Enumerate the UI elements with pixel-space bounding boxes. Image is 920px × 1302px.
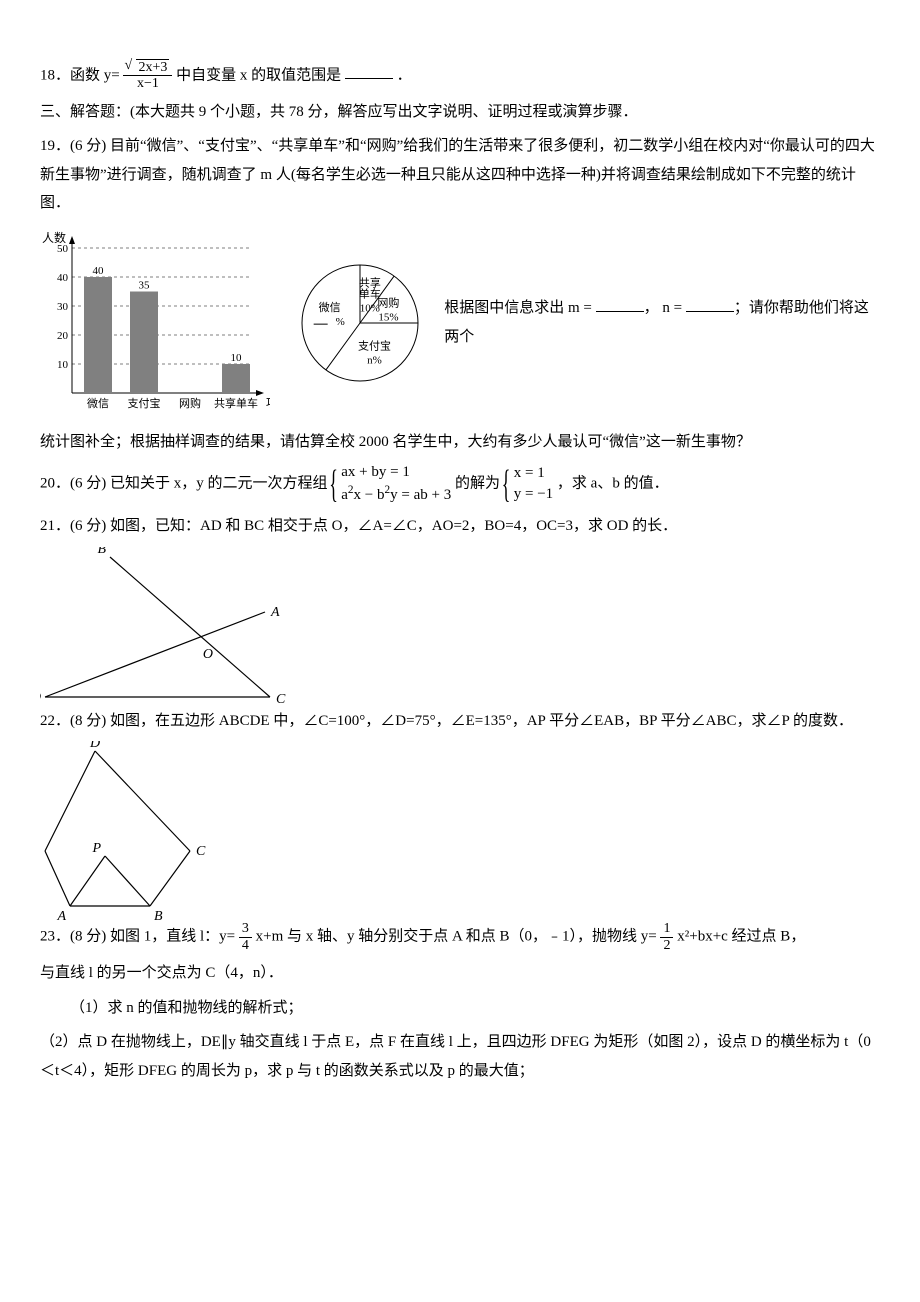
- svg-text:A: A: [270, 605, 280, 620]
- svg-text:B: B: [97, 547, 106, 557]
- svg-text:30: 30: [57, 301, 69, 313]
- q19-blank-n: [686, 296, 734, 312]
- question-19-tail: 统计图补全；根据抽样调查的结果，请估算全校 2000 名学生中，大约有多少人最认…: [40, 428, 880, 457]
- q18-fraction: 2x+3 x−1: [123, 60, 172, 92]
- svg-text:P: P: [91, 841, 101, 856]
- q20-system: ax + by = 1 a2x − b2y = ab + 3: [331, 462, 451, 506]
- svg-text:共享: 共享: [359, 275, 381, 289]
- q21-diagram: B A O D C: [40, 547, 300, 707]
- svg-text:C: C: [196, 844, 206, 859]
- q23-1a: 23．(8 分) 如图 1，直线 l：y=: [40, 929, 235, 945]
- q20-sol1: x = 1: [514, 463, 553, 484]
- q20-head: 20．(6 分) 已知关于 x，y 的二元一次方程组: [40, 476, 331, 492]
- q20-sol2: y = −1: [514, 484, 553, 505]
- question-22-text: 22．(8 分) 如图，在五边形 ABCDE 中，∠C=100°，∠D=75°，…: [40, 707, 880, 736]
- question-23-line2: 与直线 l 的另一个交点为 C（4，n）．: [40, 959, 880, 988]
- section-3-heading: 三、解答题：(本大题共 9 个小题，共 78 分，解答应写出文字说明、证明过程或…: [40, 98, 880, 127]
- svg-text:A: A: [56, 909, 66, 921]
- bar-chart: 人数102030405040微信35支付宝网购10共享单车项目: [40, 228, 270, 418]
- question-18: 18．函数 y= 2x+3 x−1 中自变量 x 的取值范围是 ．: [40, 60, 880, 92]
- svg-text:10: 10: [57, 359, 69, 371]
- svg-text:B: B: [154, 909, 163, 921]
- q19-after-1: 根据图中信息求出 m =: [444, 300, 595, 316]
- q18-end: ．: [397, 67, 412, 83]
- svg-text:支付宝: 支付宝: [128, 396, 161, 410]
- pie-chart: 共享单车10%网购15%支付宝n%微信%: [290, 253, 424, 393]
- q19-after-2: ， n =: [644, 300, 686, 316]
- svg-text:50: 50: [57, 243, 69, 255]
- svg-text:15%: 15%: [378, 311, 398, 323]
- q19-after-charts: 根据图中信息求出 m = ， n = ；请你帮助他们将这两个: [444, 294, 880, 351]
- q18-blank: [345, 63, 393, 79]
- svg-text:40: 40: [57, 272, 69, 284]
- q20-mid: 的解为: [455, 476, 504, 492]
- q19-charts-row: 人数102030405040微信35支付宝网购10共享单车项目 共享单车10%网…: [40, 228, 880, 418]
- q23-frac2: 1 2: [660, 921, 673, 953]
- q18-label: 18．函数 y=: [40, 67, 120, 83]
- svg-text:支付宝: 支付宝: [358, 338, 391, 352]
- q23-frac1: 3 4: [239, 921, 252, 953]
- question-23-part2: （2）点 D 在抛物线上，DE∥y 轴交直线 l 于点 E，点 F 在直线 l …: [40, 1028, 880, 1085]
- q20-tail: ，求 a、b 的值．: [557, 476, 669, 492]
- question-21-text: 21．(6 分) 如图，已知：AD 和 BC 相交于点 O，∠A=∠C，AO=2…: [40, 512, 880, 541]
- q20-eq2: a2x − b2y = ab + 3: [341, 483, 451, 506]
- svg-text:%: %: [336, 316, 345, 328]
- svg-text:D: D: [40, 690, 41, 705]
- q20-solution: x = 1 y = −1: [504, 463, 553, 505]
- svg-text:项目: 项目: [266, 396, 270, 410]
- svg-text:n%: n%: [367, 354, 382, 366]
- q23-1b: x+m 与 x 轴、y 轴分别交于点 A 和点 B（0，﹣1），抛物线 y=: [256, 929, 657, 945]
- svg-text:35: 35: [139, 279, 151, 291]
- svg-text:D: D: [89, 741, 100, 751]
- question-20: 20．(6 分) 已知关于 x，y 的二元一次方程组 ax + by = 1 a…: [40, 462, 880, 506]
- question-23-part1: （1）求 n 的值和抛物线的解析式；: [40, 994, 880, 1023]
- q18-num-rad: 2x+3: [136, 59, 169, 75]
- question-23-line1: 23．(8 分) 如图 1，直线 l：y= 3 4 x+m 与 x 轴、y 轴分…: [40, 921, 880, 953]
- svg-text:20: 20: [57, 330, 69, 342]
- svg-text:网购: 网购: [377, 295, 399, 309]
- svg-text:O: O: [203, 647, 213, 662]
- q22-diagram: DECABP: [40, 741, 210, 921]
- svg-text:微信: 微信: [319, 300, 341, 314]
- svg-text:共享单车: 共享单车: [214, 396, 258, 410]
- question-19-head: 19．(6 分) 目前“微信”、“支付宝”、“共享单车”和“网购”给我们的生活带…: [40, 132, 880, 218]
- q18-tail: 中自变量 x 的取值范围是: [176, 67, 341, 83]
- q23-1c: x²+bx+c 经过点 B，: [677, 929, 805, 945]
- q18-den: x−1: [123, 76, 172, 91]
- svg-text:40: 40: [93, 265, 105, 277]
- svg-text:网购: 网购: [179, 396, 201, 410]
- svg-text:10: 10: [231, 352, 243, 364]
- q19-blank-m: [596, 296, 644, 312]
- svg-text:C: C: [276, 692, 286, 707]
- svg-text:微信: 微信: [87, 396, 109, 410]
- q20-eq1: ax + by = 1: [341, 462, 451, 483]
